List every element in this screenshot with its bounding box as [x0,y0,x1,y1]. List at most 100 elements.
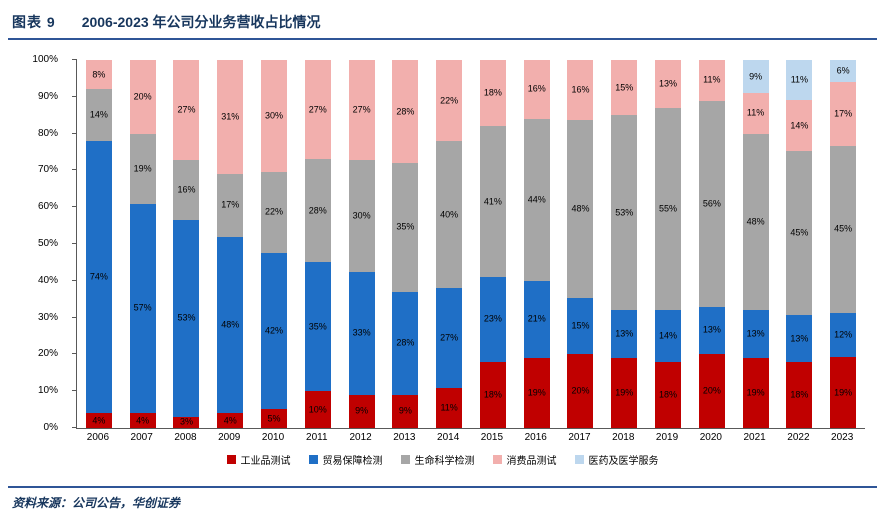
bar-value-label: 30% [265,110,284,121]
bar-segment: 48% [217,236,244,414]
stacked-bar: 20% 13% 56% 11% [698,60,725,428]
bar-value-label: 11% [790,74,809,85]
bar-value-label: 23% [483,313,502,324]
bar-value-label: 53% [615,207,634,218]
bar-segment: 30% [261,60,288,172]
legend-swatch-icon [308,455,318,464]
bar-column: 19% 12% 45% 17% 6% [821,60,865,428]
bar-value-label: 19% [746,387,765,398]
legend-label: 消费品测试 [506,456,557,467]
bar-segment: 11% [742,93,769,134]
bar-segment: 13% [611,310,638,359]
bar-segment: 33% [348,271,375,395]
bar-column: 19% 21% 44% 16% [515,60,559,428]
bar-column: 9% 33% 30% 27% [340,60,384,428]
bar-value-label: 13% [746,328,765,339]
x-axis-tick-label: 2012 [349,432,372,443]
legend-label: 工业品测试 [240,456,291,467]
stacked-bar: 20% 15% 48% 16% [567,60,594,428]
y-axis-tick-label: 100% [32,54,58,65]
x-axis-tick-label: 2023 [831,432,854,443]
x-axis: 2006 2007 2008 2009 2010 2011 2012 2013 2014 2015… [76,432,864,443]
bar-segment: 30% [348,160,375,272]
title-divider [8,38,877,40]
bar-value-label: 19% [834,387,853,398]
bar-value-label: 21% [527,313,546,324]
bar-segment: 11% [786,60,813,101]
bar-segment: 17% [830,82,857,146]
x-axis-tick-label: 2016 [524,432,547,443]
bar-column: 20% 15% 48% 16% [559,60,603,428]
bar-segment: 4% [217,413,244,428]
x-axis-tick-label: 2021 [743,432,766,443]
bar-segment: 27% [304,60,331,160]
bar-value-label: 17% [221,199,240,210]
bar-segment: 20% [567,353,594,428]
bar-value-label: 13% [615,328,634,339]
bar-segment: 53% [611,115,638,311]
bar-value-label: 42% [265,325,284,336]
bar-value-label: 48% [221,319,240,330]
bar-value-label: 19% [527,387,546,398]
source-note: 资料来源：公司公告，华创证券 [12,496,181,510]
bar-segment: 19% [523,358,550,428]
bar-value-label: 11% [703,74,721,85]
bar-segment: 23% [479,277,506,362]
bar-value-label: 18% [483,87,502,98]
bar-value-label: 35% [396,221,415,232]
bar-segment: 11% [698,60,725,101]
bar-value-label: 44% [527,194,546,205]
bar-value-label: 9% [355,405,369,416]
bar-value-label: 48% [746,216,765,227]
bar-segment: 3% [173,416,200,428]
bar-column: 18% 23% 41% 18% [471,60,515,428]
x-axis-tick-label: 2013 [393,432,416,443]
bar-segment: 13% [655,60,682,108]
bar-column: 10% 35% 28% 27% [296,60,340,428]
stacked-bar: 4% 48% 17% 31% [217,60,244,428]
bar-value-label: 35% [308,321,327,332]
bar-segment: 13% [742,310,769,359]
legend-swatch-icon [400,455,410,464]
bar-segment: 45% [786,151,813,316]
y-axis-tickmark [72,279,77,281]
bar-value-label: 9% [398,405,412,416]
bar-segment: 35% [304,262,331,392]
bar-segment: 19% [742,358,769,428]
bar-value-label: 53% [177,312,196,323]
y-axis-tickmark [72,243,77,244]
x-axis-tick-label: 2020 [699,432,722,443]
bar-column: 18% 14% 55% 13% [646,60,690,428]
bar-segment: 74% [85,140,112,414]
bar-value-label: 30% [352,210,371,221]
x-axis-tick-label: 2019 [655,432,679,443]
bar-segment: 57% [129,203,156,414]
legend-label: 医药及医学服务 [588,456,659,467]
bar-segment: 6% [830,60,857,83]
legend-label: 生命科学检测 [414,456,475,467]
bar-value-label: 14% [89,109,108,120]
x-axis-tick-label: 2009 [218,432,241,443]
y-axis-tick-label: 70% [37,164,58,176]
y-axis-tick-label: 10% [37,385,58,397]
legend-swatch-icon [574,455,584,464]
bar-segment: 9% [392,394,419,428]
y-axis-tickmark [72,316,77,318]
bar-value-label: 57% [133,302,152,313]
bar-segment: 21% [523,280,550,359]
bar-value-label: 5% [267,413,281,424]
bar-segment: 4% [129,413,156,428]
bar-value-label: 11% [440,402,458,413]
y-axis-tickmark [72,132,77,134]
bar-value-label: 11% [746,107,765,118]
bar-value-label: 16% [527,83,546,94]
legend-item: 医药及医学服务 [574,452,659,467]
x-axis-tick-label: 2018 [612,432,635,443]
bar-segment: 27% [436,288,463,388]
legend-label: 贸易保障检测 [322,456,383,467]
bar-value-label: 45% [790,227,809,238]
stacked-bar: 4% 74% 14% 8% [85,60,112,428]
bar-segment: 20% [698,354,725,428]
bar-value-label: 18% [659,389,678,400]
